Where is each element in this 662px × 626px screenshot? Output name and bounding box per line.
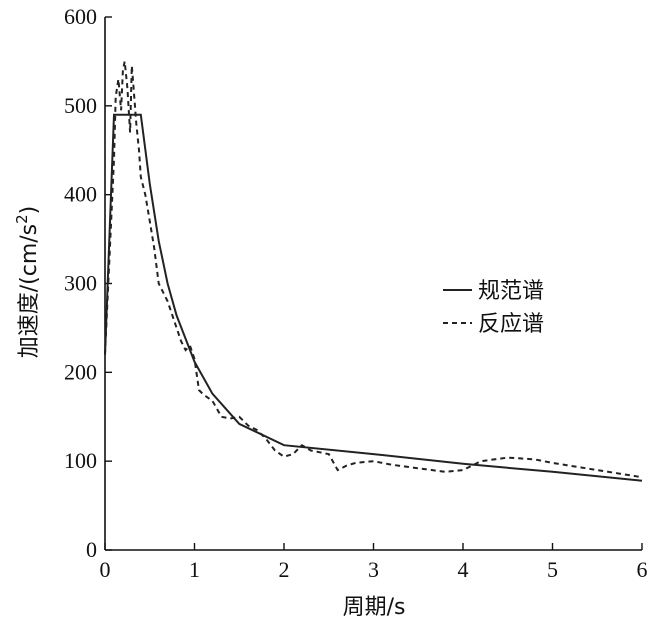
y-tick-label-100: 100: [64, 448, 97, 473]
y-tick-label-0: 0: [86, 537, 97, 562]
x-tick-label-3: 3: [368, 557, 379, 582]
response-spectrum-line: [104, 61, 643, 479]
y-axis-title-close: ): [17, 206, 42, 215]
design-spectrum-line: [104, 113, 643, 482]
y-tick-label-300: 300: [64, 271, 97, 296]
y-axis-title: 加速度/(cm/s2): [13, 206, 42, 359]
y-tick-label-600: 600: [64, 4, 97, 29]
x-tick-label-0: 0: [100, 557, 111, 582]
x-axis-title: 周期/s: [343, 595, 406, 620]
x-tick-label-2: 2: [279, 557, 290, 582]
x-tick-label-5: 5: [547, 557, 558, 582]
legend-label-response-spectrum: 反应谱: [478, 312, 544, 337]
x-tick-label-4: 4: [458, 557, 469, 582]
legend: 规范谱 反应谱: [443, 279, 544, 337]
plot-area: 0 100 200 300 400 500 600 0 1 2 3 4 5 6: [64, 4, 648, 582]
y-axis-title-main: 加速度/(cm/s: [17, 224, 42, 358]
x-tick-label-1: 1: [189, 557, 200, 582]
y-axis-title-superscript: 2: [13, 214, 31, 224]
legend-label-design-spectrum: 规范谱: [478, 279, 544, 304]
y-tick-label-400: 400: [64, 182, 97, 207]
y-tick-label-200: 200: [64, 359, 97, 384]
y-tick-label-500: 500: [64, 93, 97, 118]
x-tick-label-6: 6: [637, 557, 648, 582]
